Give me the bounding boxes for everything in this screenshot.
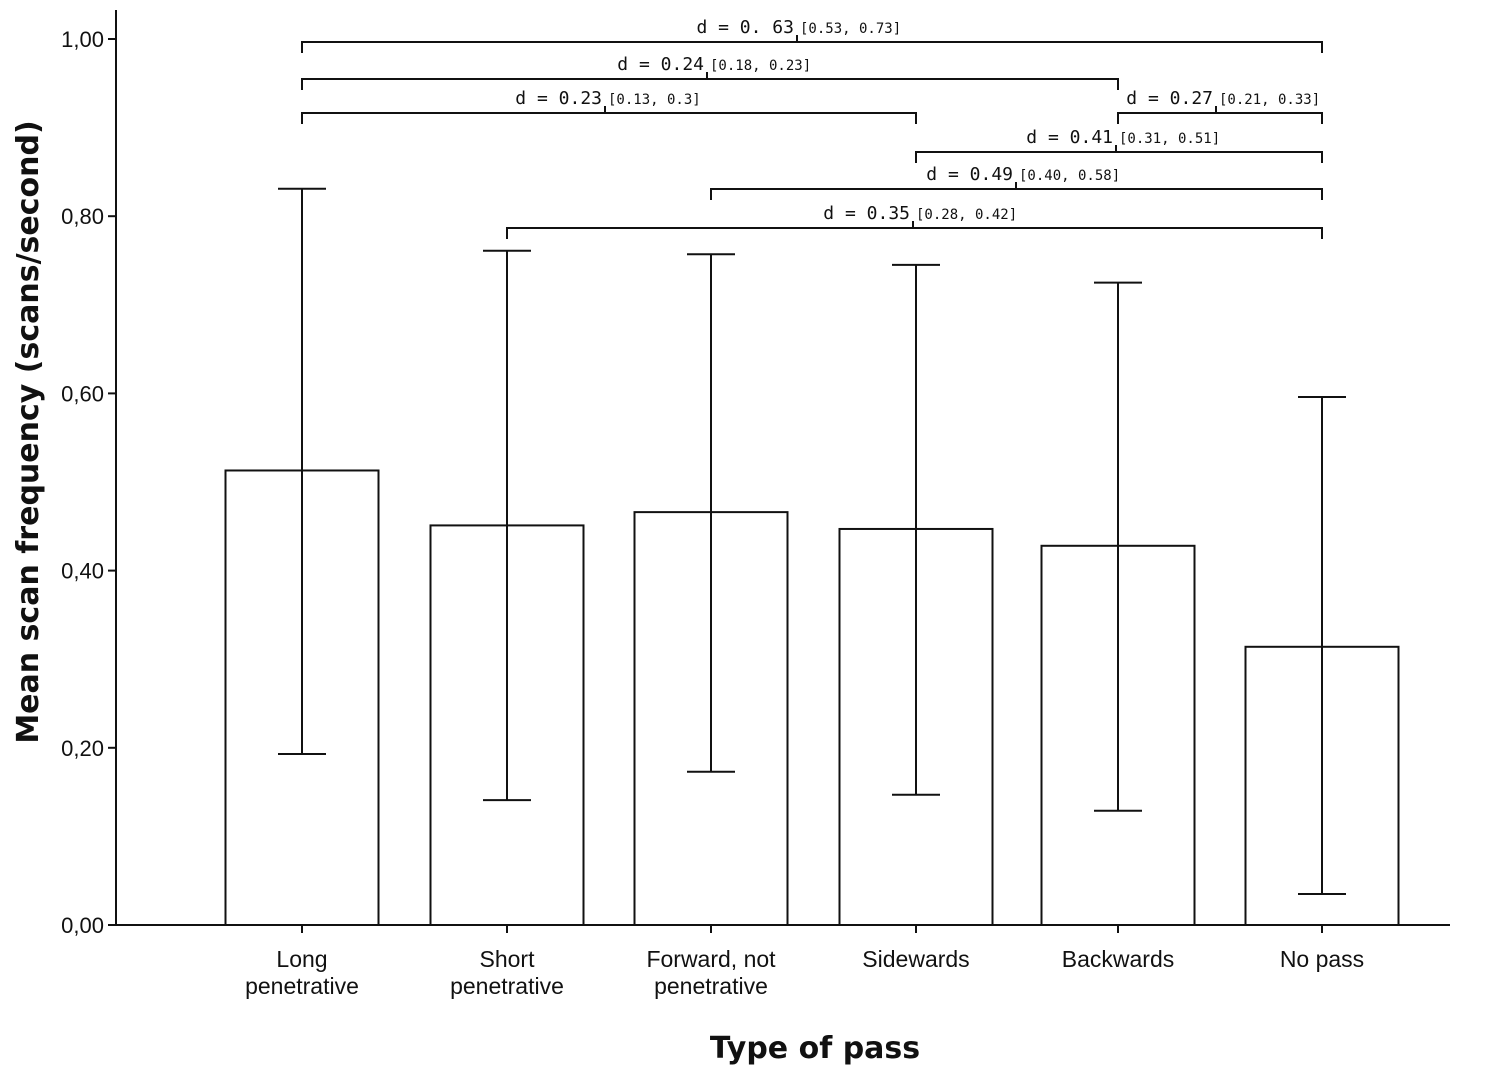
comparison-bracket [710,188,1323,200]
x-tick-label: Forward, not [646,946,776,972]
comparison-bracket [915,151,1323,163]
x-tick-label: Sidewards [862,946,969,972]
effect-size-label: d = 0.41 [1026,127,1113,148]
effect-size-label: d = 0.27 [1126,88,1213,109]
effect-size-label: d = 0.24 [617,54,704,75]
x-axis-title: Type of pass [710,1031,920,1066]
comparison-bracket [301,112,917,124]
confidence-interval-label: [0.28, 0.42] [916,207,1017,223]
y-tick-label: 0,60 [61,381,104,406]
confidence-interval-label: [0.13, 0.3] [608,92,701,108]
error-bars [278,187,1346,895]
effect-size-label: d = 0.35 [823,203,910,224]
effect-size-label: d = 0. 63 [696,17,794,38]
bars [224,469,1400,927]
y-tick-label: 0,00 [61,913,104,938]
confidence-interval-label: [0.53, 0.73] [800,21,901,37]
confidence-interval-label: [0.40, 0.58] [1019,168,1120,184]
confidence-interval-label: [0.31, 0.51] [1119,131,1220,147]
y-axis: 0,00 0,20 0,40 0,60 0,80 1,00 [61,10,117,938]
effect-size-label: d = 0.23 [515,88,602,109]
y-tick-label: 0,40 [61,559,104,584]
x-tick-label: Backwards [1062,946,1174,972]
comparison-bracket [301,41,1323,53]
x-tick-label: penetrative [245,973,359,999]
comparison-bracket [506,227,1323,239]
x-tick-label: penetrative [654,973,768,999]
confidence-interval-label: [0.18, 0.23] [710,58,811,74]
y-tick-label: 0,20 [61,736,104,761]
x-axis: LongpenetrativeShortpenetrativeForward, … [116,924,1450,999]
comparison-bracket [301,78,1119,90]
effect-size-label: d = 0.49 [926,164,1013,185]
comparison-bracket [1117,112,1323,124]
y-tick-label: 1,00 [61,27,104,52]
x-tick-label: No pass [1280,946,1364,972]
x-tick-label: penetrative [450,973,564,999]
x-tick-label: Short [480,946,536,972]
y-axis-title: Mean scan frequency (scans/second) [11,120,46,743]
confidence-interval-label: [0.21, 0.33] [1219,92,1320,108]
x-tick-label: Long [276,946,327,972]
comparison-annotations: d = 0. 63 [0.53, 0.73] d = 0.24 [0.18, 0.23… [301,17,1323,239]
y-tick-label: 0,80 [61,204,104,229]
